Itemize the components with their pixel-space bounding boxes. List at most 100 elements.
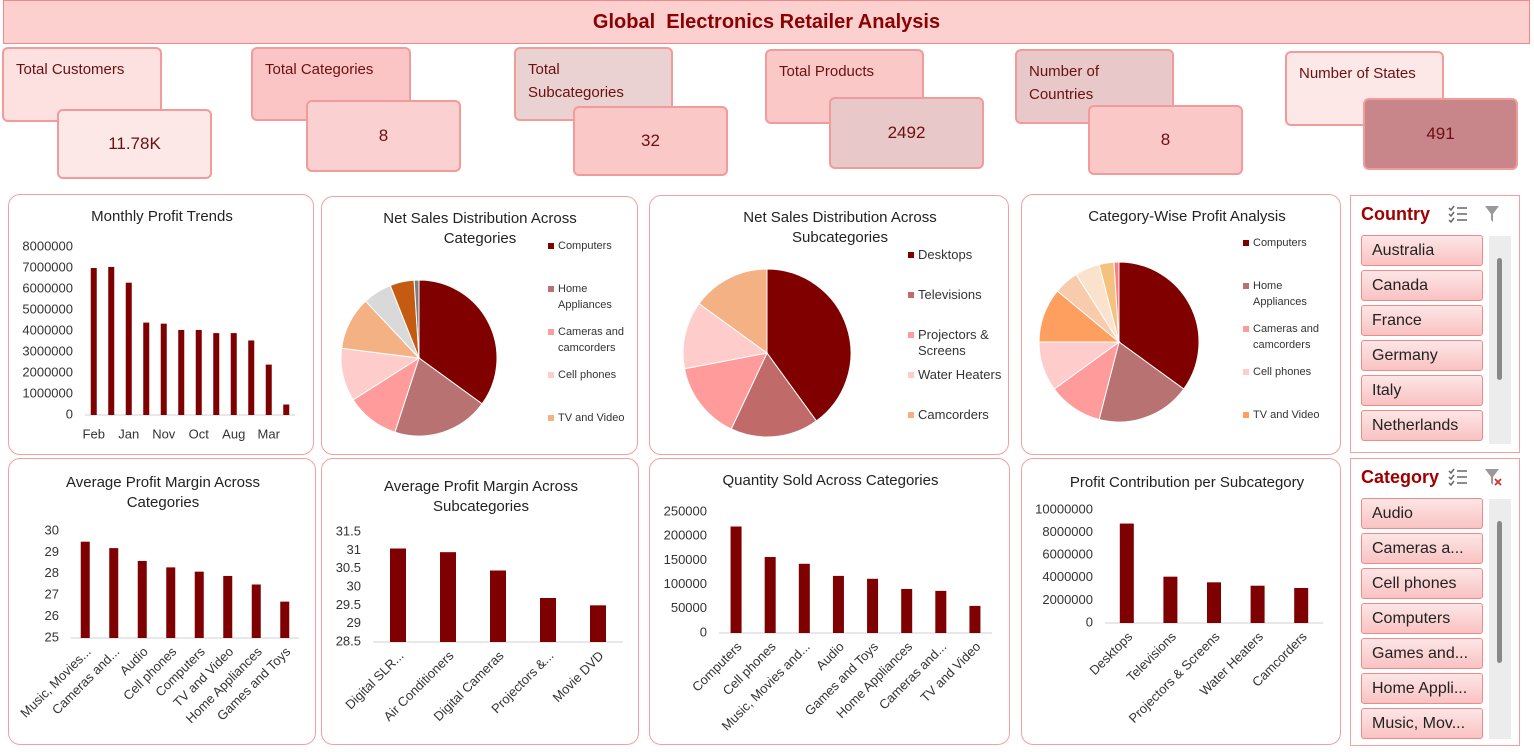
pie-slice <box>730 352 818 438</box>
pie-slice <box>766 268 852 422</box>
y-tick-label: 31.5 <box>336 523 361 538</box>
x-tick-label: Feb <box>83 426 105 441</box>
y-tick-label: 31 <box>347 542 361 557</box>
y-tick-label: 29 <box>45 544 59 559</box>
y-tick-label: 8000000 <box>22 238 73 253</box>
kpi-value: 2492 <box>829 97 984 169</box>
bar <box>160 323 167 415</box>
slicer-item[interactable]: Italy <box>1361 375 1483 406</box>
slicer-item[interactable]: Cell phones <box>1361 568 1483 599</box>
legend-swatch <box>908 372 914 378</box>
category-slicer: Category Audio Cameras a... Cell phones Com… <box>1350 458 1520 746</box>
bar <box>166 567 176 638</box>
slicer-item[interactable]: Home Appli... <box>1361 673 1483 704</box>
y-tick-label: 8000000 <box>1042 524 1093 539</box>
chart-panel: Monthly Profit Trends 0 1000000 2000000 3000… <box>8 194 314 455</box>
slicer-icons <box>1448 205 1499 224</box>
y-tick-label: 2000000 <box>1042 592 1093 607</box>
bar <box>280 601 290 638</box>
bar <box>730 526 742 633</box>
bar <box>265 364 272 415</box>
y-tick-label: 28 <box>45 565 59 580</box>
bar <box>540 598 556 642</box>
chart-title: Net Sales Distribution Across Categories <box>383 210 577 247</box>
legend-swatch <box>908 332 914 338</box>
chart-title: Average Profit Margin Across Categories <box>66 474 260 511</box>
bar <box>80 541 90 638</box>
chart-panel: Average Profit Margin Across Categories 2… <box>8 458 316 745</box>
chart-panel: Category-Wise Profit Analysis Computers Ho… <box>1021 194 1341 455</box>
kpi-value: 11.78K <box>57 109 212 179</box>
bar <box>283 404 290 415</box>
legend-swatch <box>548 243 554 249</box>
chart-title: Net Sales Distribution Across Subcategor… <box>743 209 937 246</box>
bar <box>390 548 406 642</box>
chart-svg: 050000100000150000200000250000ComputersC… <box>664 503 992 733</box>
slicer-item[interactable]: Computers <box>1361 603 1483 634</box>
y-tick-label: 3000000 <box>22 343 73 358</box>
legend-label: Water Heaters <box>918 367 1002 382</box>
chart-svg <box>682 268 852 438</box>
legend-label: Computers <box>558 240 612 252</box>
pie-slice <box>418 279 498 405</box>
slicer-item[interactable]: Australia <box>1361 235 1483 266</box>
y-tick-label: 25 <box>45 629 59 644</box>
legend-swatch <box>908 412 914 418</box>
slicer-item[interactable]: Cameras a... <box>1361 533 1483 564</box>
y-tick-label: 50000 <box>671 600 707 615</box>
scrollbar[interactable] <box>1489 236 1511 444</box>
bar <box>490 570 506 642</box>
bar <box>109 548 119 638</box>
slicer-item[interactable]: Canada <box>1361 270 1483 301</box>
y-tick-label: 2000000 <box>22 364 73 379</box>
legend-label: Computers <box>1253 237 1307 249</box>
y-tick-label: 150000 <box>664 552 707 567</box>
slicer-item[interactable]: Audio <box>1361 498 1483 529</box>
bar <box>1119 523 1134 623</box>
legend-swatch <box>548 286 554 292</box>
legend-swatch <box>1243 412 1249 418</box>
chart-panel: Profit Contribution per Subcategory 0 2000… <box>1021 458 1341 745</box>
y-tick-label: 27 <box>45 587 59 602</box>
slicer-item[interactable]: Games and... <box>1361 638 1483 669</box>
bar <box>108 266 115 415</box>
y-tick-label: 30.5 <box>336 560 361 575</box>
y-tick-label: 29.5 <box>336 597 361 612</box>
bar <box>764 557 776 633</box>
bar <box>125 282 132 415</box>
kpi-value: 8 <box>1088 105 1243 175</box>
chart-title: Category-Wise Profit Analysis <box>1088 208 1286 225</box>
slicer-item[interactable]: France <box>1361 305 1483 336</box>
bar <box>590 605 606 642</box>
y-tick-label: 29 <box>347 615 361 630</box>
pie-slice <box>698 268 768 354</box>
bar <box>901 588 913 633</box>
scrollbar[interactable] <box>1489 499 1511 739</box>
legend-label: Televisions <box>918 287 982 302</box>
legend-swatch <box>548 415 554 421</box>
x-tick-label: TV and Video <box>917 639 983 705</box>
slicer-item[interactable]: Netherlands <box>1361 410 1483 441</box>
kpi-value: 32 <box>573 106 728 176</box>
y-tick-label: 6000000 <box>22 280 73 295</box>
x-tick-label: Aug <box>222 426 245 441</box>
bar <box>195 329 202 415</box>
slicer-item[interactable]: Music, Mov... <box>1361 708 1483 739</box>
chart-svg <box>340 279 498 437</box>
y-tick-label: 250000 <box>664 503 707 518</box>
legend-label: Cameras and camcorders <box>1253 323 1320 351</box>
y-tick-label: 30 <box>45 522 59 537</box>
legend-swatch <box>548 329 554 335</box>
chart-panel: Quantity Sold Across Categories 0 50000 100… <box>649 458 1010 745</box>
y-tick-label: 200000 <box>664 528 707 543</box>
bar <box>1163 576 1178 623</box>
y-tick-label: 6000000 <box>1042 547 1093 562</box>
bar <box>230 333 237 415</box>
legend-label: TV and Video <box>558 412 625 424</box>
bar <box>440 552 456 642</box>
bar <box>90 268 97 415</box>
slicer-item[interactable]: Germany <box>1361 340 1483 371</box>
bar <box>1207 582 1221 623</box>
slicer-title: Country <box>1361 204 1430 224</box>
slicer-icons <box>1448 468 1502 487</box>
